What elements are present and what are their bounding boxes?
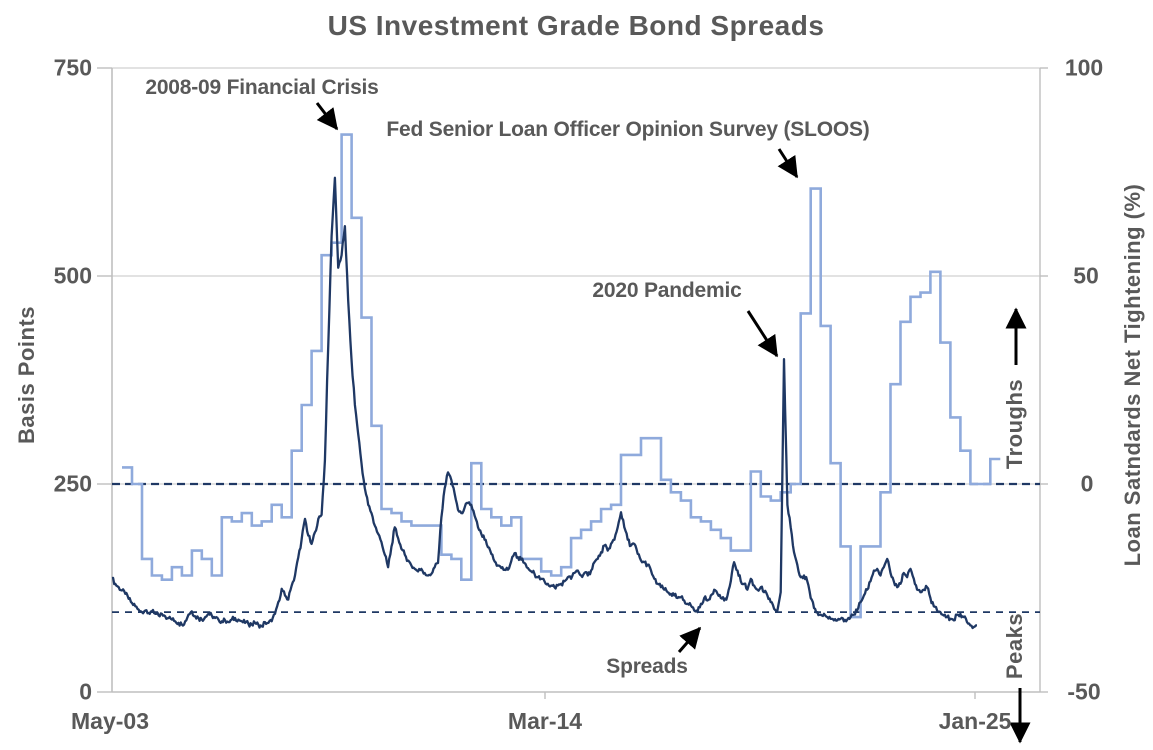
- spreads-line: [111, 176, 978, 630]
- x-axis-tick-may03: May-03: [71, 708, 149, 734]
- annotation-pandemic: 2020 Pandemic: [592, 279, 742, 302]
- left-axis-tick-250: 250: [53, 470, 92, 497]
- left-axis-title: Basis Points: [14, 305, 39, 445]
- annotation-troughs: Troughs: [1002, 378, 1027, 470]
- right-axis-title: Loan Satndards Net Tightening (%): [1120, 183, 1145, 567]
- sloos-arrow: [777, 148, 799, 179]
- spreads-arrow: [677, 626, 702, 653]
- pandemic-arrow: [746, 310, 779, 358]
- annotation-spreads: Spreads: [606, 655, 688, 678]
- chart-title: US Investment Grade Bond Spreads: [327, 10, 825, 41]
- left-axis-tick-750: 750: [53, 54, 92, 81]
- right-axis-tick-neg50: -50: [1067, 678, 1101, 705]
- annotation-sloos: Fed Senior Loan Officer Opinion Survey (…: [386, 118, 870, 141]
- x-axis-tick-jan25: Jan-25: [938, 708, 1012, 734]
- right-axis-tick-50: 50: [1073, 262, 1099, 289]
- left-axis-tick-500: 500: [53, 262, 92, 289]
- right-axis-tick-100: 100: [1064, 54, 1104, 81]
- annotation-financial-crisis: 2008-09 Financial Crisis: [145, 76, 379, 99]
- right-axis-tick-0: 0: [1080, 470, 1094, 497]
- x-axis-tick-mar14: Mar-14: [507, 708, 583, 734]
- annotation-peaks: Peaks: [1002, 612, 1027, 680]
- sloos-line: [122, 133, 1001, 619]
- left-axis-tick-0: 0: [79, 678, 92, 705]
- financial-crisis-arrow: [315, 102, 339, 131]
